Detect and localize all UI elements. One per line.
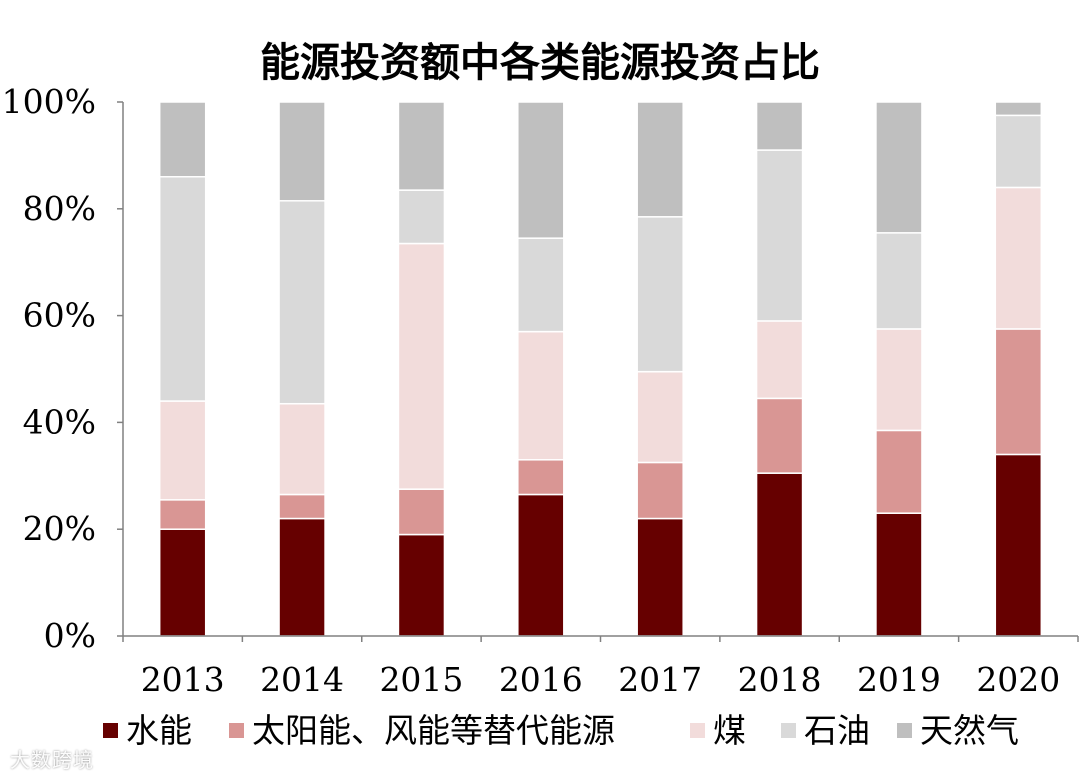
x-tick-label: 2018	[738, 660, 822, 699]
bar-segment-2015-s4	[397, 101, 446, 191]
bar-segment-2020-s4	[994, 101, 1043, 117]
bar-segment-2016-s3	[517, 237, 565, 333]
bar-stack-2019	[875, 101, 923, 637]
bar-segment-2020-s0	[994, 453, 1043, 637]
y-tick-label: 80%	[23, 189, 96, 228]
legend-label: 天然气	[920, 711, 1019, 750]
bar-segment-2018-s1	[755, 397, 804, 474]
x-tick-label: 2016	[499, 660, 583, 699]
y-tick-label: 100%	[2, 82, 96, 121]
bar-stack-2018	[755, 101, 804, 637]
bar-stack-2016	[517, 101, 565, 637]
bar-segment-2020-s3	[994, 114, 1043, 189]
bar-segment-2013-s1	[158, 499, 207, 530]
legend-item-4: 天然气	[897, 711, 1019, 750]
bar-segment-2016-s1	[517, 459, 565, 496]
y-tick-label: 0%	[44, 616, 96, 655]
legend-item-3: 石油	[781, 711, 870, 750]
legend-swatch	[897, 723, 912, 738]
bar-segment-2019-s3	[875, 232, 923, 330]
legend-item-1: 太阳能、风能等替代能源	[229, 711, 615, 750]
bar-segment-2014-s3	[278, 200, 326, 405]
bar-segment-2014-s4	[278, 101, 326, 202]
chart-title: 能源投资额中各类能源投资占比	[260, 39, 820, 86]
bar-segment-2014-s0	[278, 517, 326, 637]
bar-stack-2017	[636, 101, 684, 637]
y-tick-label: 20%	[23, 509, 96, 548]
bar-segment-2017-s2	[636, 370, 684, 464]
bar-segment-2013-s2	[158, 400, 207, 501]
bar-stack-2013	[158, 101, 207, 637]
bar-segment-2014-s1	[278, 493, 326, 520]
x-tick-label: 2017	[618, 660, 702, 699]
bar-stack-2015	[397, 101, 446, 637]
legend-label: 太阳能、风能等替代能源	[252, 711, 615, 750]
x-tick-label: 2013	[141, 660, 225, 699]
bar-segment-2015-s1	[397, 488, 446, 536]
bar-segment-2018-s3	[755, 149, 804, 322]
bar-segment-2015-s2	[397, 242, 446, 490]
legend-swatch	[103, 723, 118, 738]
bar-segment-2015-s3	[397, 189, 446, 245]
bar-segment-2017-s3	[636, 216, 684, 373]
bar-stack-2020	[994, 101, 1043, 637]
watermark-text: 大数跨境	[10, 748, 94, 772]
bar-segment-2017-s0	[636, 517, 684, 637]
legend-item-2: 煤	[690, 711, 746, 750]
axes-layer: 0% 20% 40% 60% 80% 100% 2013 2014 2015 2016 2017 20…	[2, 82, 1079, 699]
bar-segment-2017-s1	[636, 461, 684, 520]
y-tick-label: 60%	[23, 296, 96, 335]
legend: 水能 太阳能、风能等替代能源 煤 石油 天然气	[103, 711, 1019, 750]
bar-segment-2019-s2	[875, 328, 923, 432]
bar-segment-2018-s4	[755, 101, 804, 151]
bar-segment-2019-s4	[875, 101, 923, 234]
bars-layer	[158, 101, 1043, 637]
bar-segment-2016-s4	[517, 101, 565, 239]
bar-segment-2020-s1	[994, 328, 1043, 456]
x-tick-label: 2020	[976, 660, 1060, 699]
legend-swatch	[781, 723, 796, 738]
bar-segment-2016-s0	[517, 493, 565, 637]
bar-segment-2019-s1	[875, 429, 923, 514]
bar-segment-2016-s2	[517, 330, 565, 461]
bar-stack-2014	[278, 101, 326, 637]
bar-segment-2013-s3	[158, 176, 207, 402]
bar-segment-2020-s2	[994, 186, 1043, 330]
x-tick-label: 2019	[857, 660, 941, 699]
legend-label: 煤	[713, 711, 746, 750]
x-tick-label: 2015	[379, 660, 463, 699]
legend-swatch	[229, 723, 244, 738]
bar-segment-2017-s4	[636, 101, 684, 218]
y-tick-label: 40%	[23, 402, 96, 441]
legend-swatch	[690, 723, 705, 738]
bar-segment-2018-s0	[755, 472, 804, 637]
bar-segment-2014-s2	[278, 402, 326, 496]
bar-segment-2013-s4	[158, 101, 207, 178]
legend-label: 石油	[804, 711, 870, 750]
bar-segment-2019-s0	[875, 512, 923, 637]
legend-label: 水能	[126, 711, 192, 750]
bar-segment-2018-s2	[755, 320, 804, 400]
bar-segment-2015-s0	[397, 533, 446, 637]
bar-segment-2013-s0	[158, 528, 207, 637]
legend-item-0: 水能	[103, 711, 192, 750]
x-tick-label: 2014	[260, 660, 344, 699]
